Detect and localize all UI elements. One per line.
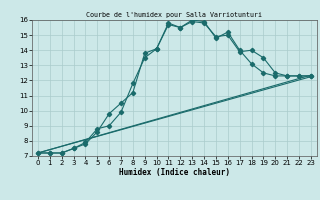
X-axis label: Humidex (Indice chaleur): Humidex (Indice chaleur) — [119, 168, 230, 177]
Title: Courbe de l'humidex pour Salla Varriotunturi: Courbe de l'humidex pour Salla Varriotun… — [86, 12, 262, 18]
